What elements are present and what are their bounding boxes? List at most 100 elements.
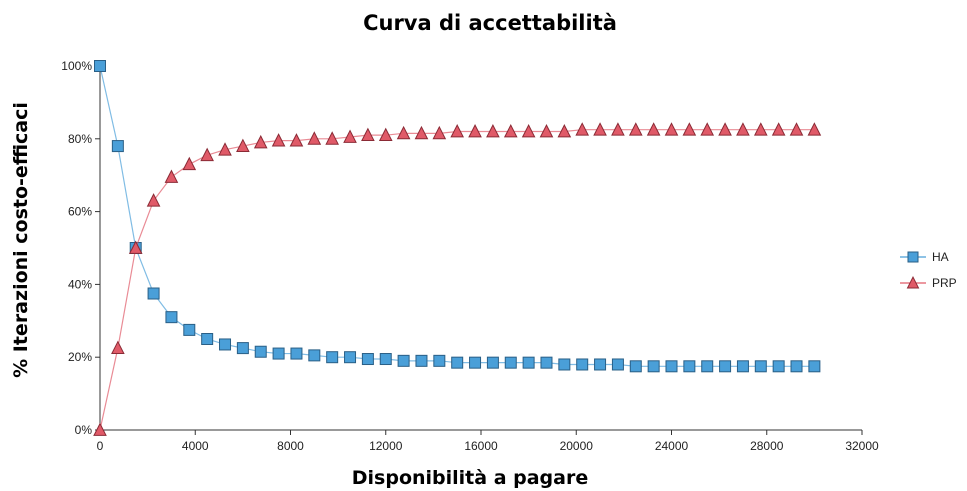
y-tick-label: 60% <box>68 205 92 219</box>
data-point-prp <box>664 122 679 136</box>
data-point-ha <box>665 360 678 373</box>
data-point-ha <box>94 60 106 72</box>
y-tick-label: 100% <box>61 59 92 73</box>
data-point-ha <box>272 347 285 360</box>
data-point-prp <box>575 122 590 136</box>
data-point-ha <box>790 360 803 373</box>
y-tick-label: 0% <box>75 423 93 437</box>
data-point-prp <box>307 131 322 145</box>
chart-title: Curva di accettabilità <box>363 11 617 35</box>
data-point-prp <box>128 240 143 254</box>
data-point-prp <box>736 122 750 136</box>
data-point-prp <box>450 124 465 138</box>
data-point-ha <box>772 360 785 373</box>
legend-label-prp: PRP <box>932 276 957 290</box>
data-point-prp <box>343 129 357 143</box>
data-point-prp <box>111 340 125 354</box>
data-point-ha <box>719 360 732 373</box>
data-point-prp <box>807 122 822 136</box>
data-point-ha <box>201 333 214 345</box>
data-point-ha <box>540 356 553 369</box>
data-point-prp <box>146 193 161 207</box>
data-point-ha <box>647 360 660 373</box>
data-point-prp <box>325 131 339 145</box>
data-point-ha <box>754 360 767 373</box>
data-point-ha <box>469 356 482 369</box>
x-tick-label: 12000 <box>369 439 403 453</box>
data-point-ha <box>290 347 303 360</box>
data-point-ha <box>308 349 321 362</box>
data-point-prp <box>218 142 232 156</box>
data-point-ha <box>183 323 196 336</box>
x-axis-title: Disponibilità a pagare <box>352 467 588 489</box>
data-point-ha <box>379 353 392 366</box>
y-tick-label: 20% <box>68 350 92 364</box>
data-point-ha <box>808 360 821 373</box>
data-point-ha <box>415 354 428 367</box>
data-point-prp <box>628 122 643 136</box>
data-point-ha <box>165 311 178 324</box>
data-point-prp <box>789 122 804 136</box>
data-point-prp <box>361 127 375 142</box>
data-point-ha <box>594 358 607 371</box>
data-point-ha <box>701 360 714 373</box>
data-point-prp <box>700 122 715 136</box>
x-tick-label: 28000 <box>750 439 784 453</box>
y-axis-title: % Iterazioni costo-efficaci <box>10 102 32 378</box>
data-point-prp <box>253 134 268 149</box>
data-point-prp <box>682 122 697 136</box>
x-tick-label: 32000 <box>845 439 879 453</box>
data-point-prp <box>289 133 304 147</box>
data-point-prp <box>521 124 536 138</box>
legend-item-ha: HA <box>900 250 949 264</box>
data-point-ha <box>344 351 357 364</box>
data-point-ha <box>486 356 499 369</box>
data-point-ha <box>683 360 696 373</box>
data-point-prp <box>200 147 214 162</box>
plot-area <box>93 60 822 436</box>
data-point-ha <box>522 356 535 369</box>
data-point-prp <box>646 122 661 136</box>
data-point-prp <box>593 122 607 136</box>
data-point-prp <box>432 125 447 140</box>
data-point-ha <box>361 353 374 366</box>
legend: HA PRP <box>900 250 957 290</box>
data-point-prp <box>182 156 197 171</box>
axes: 0% 20% 40% 60% 80% 100% 0 4000 8000 12000 16000 200… <box>61 59 879 453</box>
data-point-prp <box>539 124 554 138</box>
data-point-prp <box>771 122 786 136</box>
data-point-ha <box>219 338 232 351</box>
data-point-ha <box>111 140 124 153</box>
x-tick-label: 20000 <box>560 439 594 453</box>
data-point-ha <box>611 358 624 371</box>
data-point-prp <box>271 133 286 147</box>
data-point-prp <box>468 124 482 138</box>
data-point-prp <box>396 125 411 140</box>
data-point-ha <box>451 356 464 369</box>
data-point-prp <box>93 422 107 436</box>
x-tick-label: 4000 <box>182 439 209 453</box>
data-point-ha <box>397 354 410 367</box>
data-point-ha <box>504 356 517 369</box>
legend-marker-prp <box>906 275 920 289</box>
data-point-ha <box>558 358 571 371</box>
legend-item-prp: PRP <box>900 275 957 290</box>
series-prp <box>93 122 822 436</box>
data-point-ha <box>629 360 642 373</box>
data-point-prp <box>486 124 500 138</box>
data-point-prp <box>557 124 572 138</box>
series-line-ha <box>99 65 815 367</box>
series-ha <box>94 60 821 373</box>
series-line-prp <box>99 129 815 431</box>
data-point-prp <box>611 122 625 136</box>
data-point-prp <box>503 124 518 138</box>
data-point-prp <box>164 169 179 183</box>
data-point-prp <box>414 125 429 140</box>
legend-label-ha: HA <box>932 250 949 264</box>
y-tick-label: 80% <box>68 132 92 146</box>
data-point-prp <box>753 122 768 136</box>
data-point-ha <box>433 354 446 367</box>
legend-marker-ha <box>907 251 919 263</box>
